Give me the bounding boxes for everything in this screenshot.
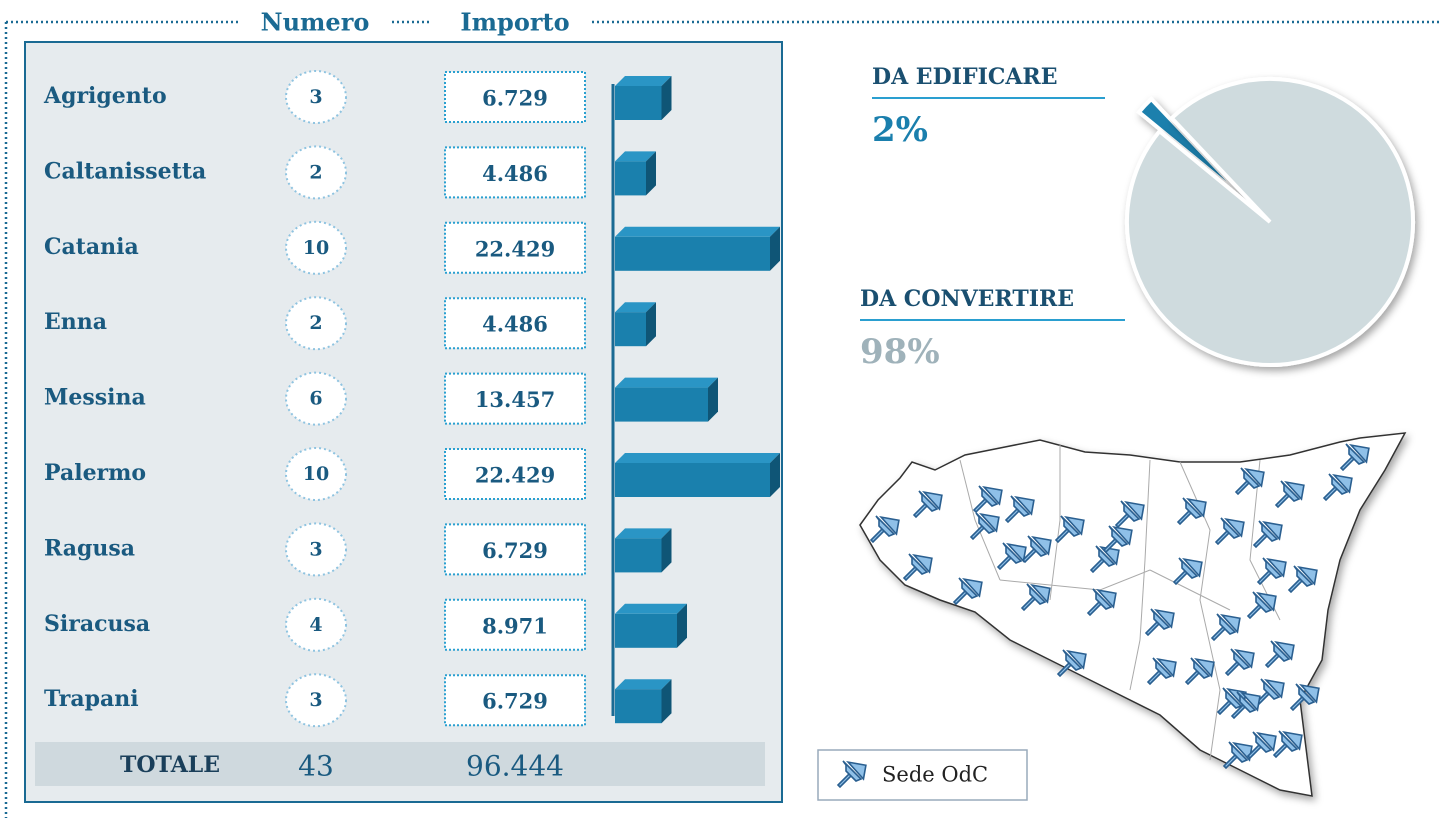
importo-value: 6.729 (482, 86, 548, 111)
bar (615, 453, 780, 497)
total-importo: 96.444 (466, 750, 564, 783)
bar (615, 76, 672, 120)
legend-label: Sede OdC (882, 763, 988, 787)
bar-side (661, 76, 672, 120)
numero-value: 3 (309, 538, 322, 560)
bar-top (615, 151, 657, 162)
pie-slice (1136, 96, 1251, 205)
importo-value: 22.429 (475, 463, 555, 488)
category-label: Agrigento (43, 83, 167, 109)
importo-value: 4.486 (482, 161, 548, 186)
pie-slice (1124, 77, 1415, 367)
bar-front (615, 236, 770, 271)
bar-top (615, 679, 672, 690)
importo-box (444, 372, 586, 425)
importo-box (444, 674, 586, 727)
numero-badge (285, 522, 347, 577)
bar-side (770, 226, 780, 271)
category-label: Siracusa (44, 611, 150, 637)
numero-value: 3 (309, 86, 322, 108)
numero-value: 10 (303, 237, 329, 259)
importo-value: 22.429 (475, 236, 555, 261)
bar-top (615, 528, 672, 539)
bar (615, 679, 672, 724)
importo-value: 6.729 (482, 689, 548, 714)
importo-box (444, 297, 586, 350)
total-row (35, 742, 765, 786)
header-numero: Numero (261, 8, 370, 37)
bar-front (615, 689, 662, 724)
importo-value: 13.457 (475, 387, 555, 412)
category-label: Palermo (44, 460, 146, 486)
total-label: TOTALE (120, 752, 220, 778)
bar-top (615, 76, 672, 86)
numero-badge (285, 70, 347, 124)
bar-side (661, 528, 672, 573)
bar (615, 603, 687, 648)
bar-front (615, 613, 677, 648)
legend-box (817, 749, 1028, 801)
numero-badge (285, 220, 347, 275)
bar-side (770, 453, 780, 497)
bar-top (615, 377, 718, 388)
numero-value: 2 (309, 312, 322, 334)
bar-front (615, 312, 647, 347)
category-label: Messina (44, 385, 146, 411)
category-label: Trapani (44, 686, 139, 712)
bar-front (615, 463, 770, 497)
numero-value: 10 (303, 463, 329, 485)
bar-side (646, 151, 657, 196)
bar-side (707, 377, 718, 422)
bar-top (615, 302, 657, 313)
importo-box (444, 146, 586, 199)
category-label: Enna (44, 309, 107, 335)
importo-box (444, 523, 586, 576)
numero-badge (285, 371, 347, 426)
bar (615, 226, 780, 271)
bar (615, 302, 657, 347)
bar (615, 377, 718, 422)
bar (615, 528, 672, 573)
bar-front (615, 387, 708, 422)
bar-side (646, 302, 657, 347)
importo-box (444, 71, 586, 123)
numero-badge (285, 597, 347, 652)
bar-top (615, 603, 687, 614)
numero-badge (285, 673, 347, 728)
total-numero: 43 (298, 750, 334, 783)
bar (615, 151, 657, 196)
bar-front (615, 538, 662, 573)
pie-category: DA EDIFICARE (872, 64, 1058, 90)
importo-value: 8.971 (482, 613, 548, 638)
bar-front (615, 86, 662, 120)
importo-value: 6.729 (482, 538, 548, 563)
bar-side (676, 603, 687, 648)
numero-value: 6 (309, 388, 322, 410)
bar-front (615, 161, 647, 196)
bar-top (615, 453, 780, 463)
numero-badge (285, 145, 347, 200)
bar-top (615, 226, 780, 237)
pie-value: 98% (860, 332, 940, 372)
pie-value: 2% (872, 110, 928, 150)
importo-box (444, 221, 586, 274)
category-label: Caltanissetta (44, 158, 206, 184)
numero-value: 4 (309, 614, 322, 636)
numero-badge (285, 296, 347, 351)
importo-box (444, 598, 586, 651)
bar-side (661, 679, 672, 724)
pie-category: DA CONVERTIRE (860, 286, 1074, 312)
numero-value: 3 (309, 689, 322, 711)
header-importo: Importo (460, 8, 569, 37)
importo-box (444, 448, 586, 500)
frame (4, 20, 1442, 818)
map (859, 432, 1407, 797)
numero-badge (285, 447, 347, 501)
numero-value: 2 (309, 161, 322, 183)
category-label: Ragusa (44, 535, 135, 561)
category-label: Catania (44, 234, 139, 260)
importo-value: 4.486 (482, 312, 548, 337)
